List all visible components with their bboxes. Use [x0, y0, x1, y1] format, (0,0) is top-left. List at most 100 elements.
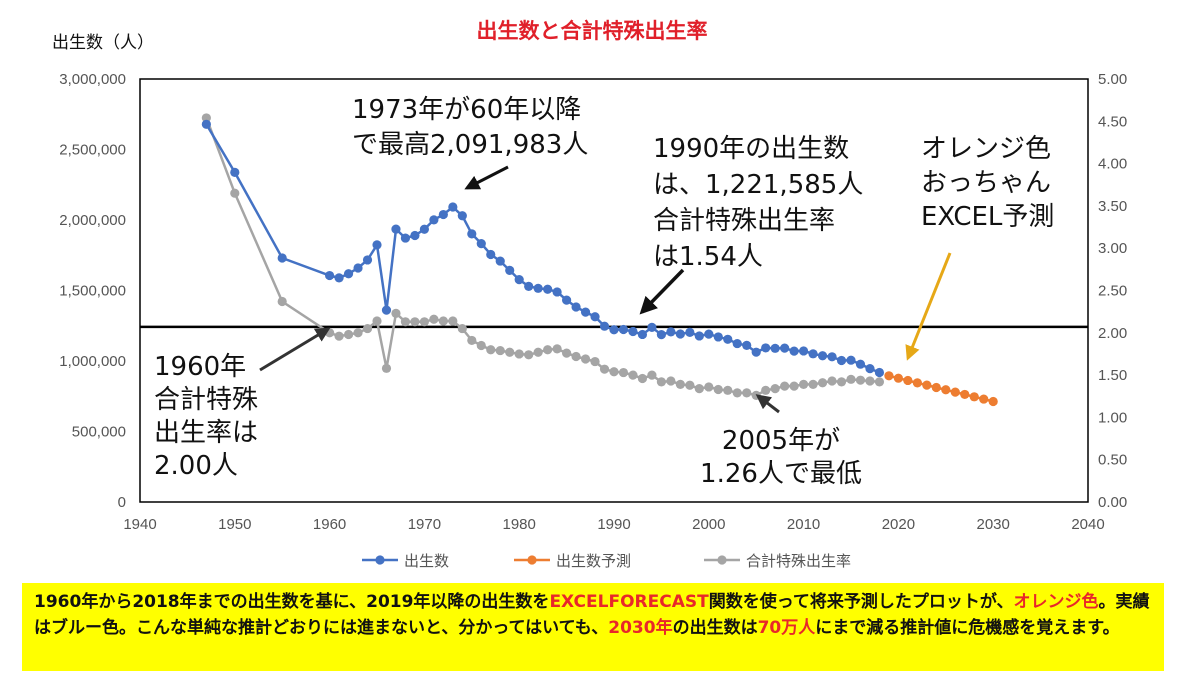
y-tick-label-right: 2.00: [1098, 325, 1127, 342]
data-point: [941, 385, 951, 395]
data-point: [922, 380, 932, 390]
data-point: [694, 384, 704, 394]
y-tick-label-right: 1.00: [1098, 409, 1127, 426]
data-point: [533, 347, 543, 357]
data-point: [448, 202, 458, 212]
data-point: [874, 377, 885, 387]
data-point: [637, 329, 648, 340]
data-point: [704, 329, 714, 339]
data-point: [514, 275, 524, 285]
annotation-arrow: [639, 268, 685, 315]
data-point: [732, 388, 742, 398]
x-tick-label: 2040: [1071, 516, 1104, 533]
data-point: [277, 296, 287, 307]
y-tick-label-right: 0.50: [1098, 452, 1127, 469]
data-point: [694, 331, 704, 341]
data-point: [495, 256, 505, 266]
data-point: [675, 329, 685, 339]
annotation-arrow: [905, 252, 952, 361]
data-point: [770, 343, 780, 353]
data-point: [789, 381, 799, 391]
data-point: [846, 374, 856, 384]
data-point: [855, 375, 866, 385]
data-point: [666, 327, 676, 337]
y-tick-label-left: 500,000: [72, 424, 126, 441]
x-tick-label: 1970: [408, 516, 441, 533]
data-point: [486, 345, 496, 355]
data-point: [969, 392, 979, 402]
chart-canvas: 出生数と合計特殊出生率 出生数（人） 1940 1950 1960 1970 1980 1…: [52, 19, 1127, 570]
y-tick-label-left: 2,500,000: [59, 142, 126, 159]
data-point: [874, 367, 885, 378]
data-point: [467, 229, 477, 239]
data-point: [647, 370, 657, 380]
data-point: [353, 328, 363, 338]
y-tick-label-left: 2,000,000: [59, 212, 126, 229]
y-axis-label-left: 出生数（人）: [52, 33, 154, 53]
caption-segment: 。実績はブルー色。こんな単純な推計どおりには進まないと、分かってはいても、: [34, 592, 1150, 638]
data-point: [628, 370, 638, 380]
x-tick-label: 2010: [787, 516, 820, 533]
annotation-text: で最高2,091,983人: [352, 130, 588, 160]
legend-label: 出生数: [404, 552, 449, 570]
data-point: [817, 378, 828, 388]
data-point: [524, 350, 534, 360]
caption-segment: にまで減る推計値に危機感を覚えます。: [815, 618, 1120, 638]
data-point: [410, 317, 420, 327]
data-point: [713, 384, 723, 395]
caption-segment: 関数を使って将来予測したプロットが、: [708, 592, 1014, 612]
data-point: [543, 284, 553, 294]
legend-label: 合計特殊出生率: [746, 552, 851, 570]
chart-title: 出生数と合計特殊出生率: [477, 19, 708, 43]
annotation-text: 合計特殊出生率: [653, 206, 835, 236]
data-point: [438, 316, 448, 326]
x-tick-label: 1980: [503, 516, 536, 533]
data-point: [988, 396, 998, 407]
x-tick-label: 2020: [882, 516, 915, 533]
annotation-text: は1.54人: [653, 242, 763, 272]
data-point: [685, 380, 695, 390]
data-point: [580, 307, 591, 317]
annotation-text: 出生率は: [154, 418, 258, 448]
caption-box: 1960年から2018年までの出生数を基に、2019年以降の出生数をEXCELF…: [22, 583, 1164, 671]
annotation-text: 1990年の出生数: [653, 134, 849, 164]
data-point: [836, 377, 847, 387]
data-point: [912, 378, 922, 388]
annotation-arrow: [259, 327, 331, 372]
annotation-arrow: [755, 394, 780, 414]
data-point: [723, 334, 733, 344]
x-tick-label: 1950: [218, 516, 251, 533]
data-point: [590, 356, 600, 367]
data-point: [514, 349, 524, 359]
data-point: [505, 265, 515, 275]
data-point: [780, 381, 790, 391]
data-point: [429, 314, 439, 324]
data-point: [505, 347, 515, 357]
data-point: [979, 394, 989, 404]
data-point: [789, 346, 799, 356]
data-point: [400, 317, 411, 327]
data-point: [666, 376, 676, 386]
data-point: [637, 373, 648, 384]
data-point: [457, 323, 467, 334]
caption-segment: 2030年: [608, 618, 673, 638]
data-point: [817, 351, 828, 361]
annotation-text: は、1,221,585人: [653, 170, 863, 200]
x-tick-label: 1940: [123, 516, 156, 533]
caption-segment: オレンジ色: [1013, 592, 1099, 612]
data-point: [391, 308, 401, 318]
annotation-text: 2.00人: [154, 451, 238, 481]
plot-area-frame: [139, 78, 1089, 503]
data-point: [827, 352, 837, 362]
data-point: [742, 388, 752, 398]
legend-marker: [717, 555, 727, 565]
caption-segment: の出生数は: [672, 618, 758, 638]
data-point: [372, 316, 382, 326]
data-point: [495, 345, 505, 356]
data-point: [618, 324, 629, 335]
data-point: [334, 331, 344, 341]
data-point: [618, 367, 629, 378]
data-point: [599, 321, 610, 331]
annotation-text: 2005年が: [722, 426, 840, 456]
